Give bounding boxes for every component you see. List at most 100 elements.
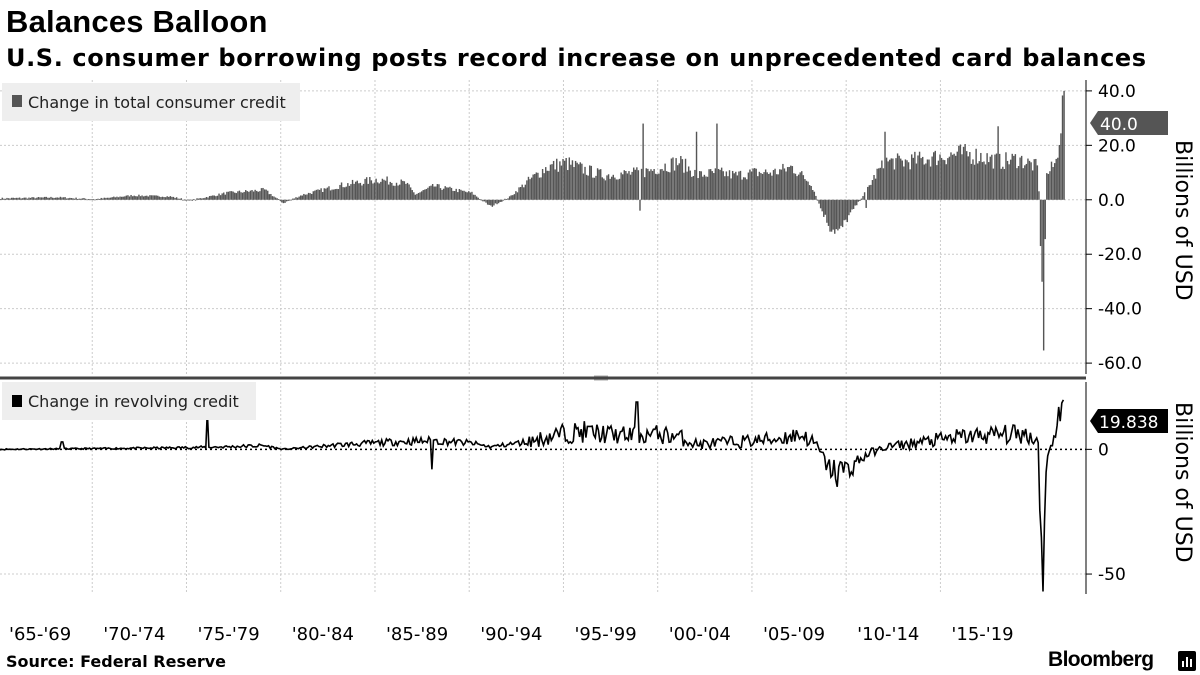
bar — [282, 199, 285, 204]
bar — [808, 185, 811, 200]
bar — [365, 177, 368, 200]
bar — [300, 195, 302, 200]
bar — [463, 190, 465, 200]
bar — [893, 169, 896, 200]
bar — [97, 198, 99, 200]
bar — [427, 187, 429, 200]
bar — [725, 171, 728, 200]
bar — [601, 177, 603, 200]
bar — [917, 155, 919, 200]
bar — [3, 198, 5, 200]
bar — [306, 194, 308, 200]
bar — [92, 199, 95, 201]
bar — [320, 188, 322, 200]
bar — [58, 197, 60, 200]
bar — [757, 176, 759, 200]
bar — [213, 195, 216, 200]
bar — [719, 169, 721, 200]
bar — [188, 199, 190, 201]
bar — [105, 197, 107, 200]
bar — [954, 155, 957, 200]
bar — [1022, 168, 1024, 200]
bar — [482, 199, 484, 202]
bar — [372, 183, 374, 200]
bar — [147, 196, 150, 200]
bar — [42, 197, 44, 200]
bar — [541, 169, 544, 200]
bar — [832, 199, 834, 230]
bar — [956, 151, 958, 200]
bar — [538, 177, 541, 200]
bar — [755, 168, 757, 200]
bar — [146, 195, 148, 200]
bar — [903, 166, 905, 200]
bar — [802, 175, 805, 200]
bar — [164, 197, 167, 200]
x-tick-label: '00-'04 — [669, 624, 731, 645]
bar — [727, 176, 729, 200]
bar — [991, 154, 993, 200]
bar — [381, 178, 384, 200]
bar — [466, 192, 468, 200]
bar — [708, 169, 710, 200]
bar — [311, 193, 313, 200]
bar — [72, 198, 74, 200]
bar — [618, 178, 621, 200]
bar — [1061, 95, 1064, 200]
bar — [1025, 163, 1028, 200]
y-tick-label-top: -40.0 — [1098, 300, 1142, 320]
bar — [281, 199, 283, 203]
bar — [469, 192, 472, 200]
bar — [934, 150, 936, 200]
bar — [920, 158, 922, 200]
bar — [744, 177, 746, 200]
bar — [175, 197, 178, 200]
bar — [779, 169, 781, 200]
bar — [1016, 168, 1018, 200]
bar — [359, 182, 362, 200]
bar — [716, 123, 718, 200]
bar — [907, 162, 910, 200]
bar — [460, 189, 462, 200]
bar — [1019, 157, 1021, 200]
bar — [622, 174, 624, 200]
bar — [628, 171, 630, 200]
bar — [108, 197, 110, 200]
bar — [100, 197, 102, 200]
bar — [713, 173, 715, 200]
bar — [340, 182, 343, 200]
bar — [560, 165, 563, 200]
bar — [521, 184, 523, 200]
bar — [54, 197, 57, 200]
bar — [687, 166, 690, 200]
bar — [103, 197, 106, 200]
bar — [285, 199, 288, 202]
bar — [738, 171, 740, 200]
bar — [777, 174, 779, 200]
bar — [741, 179, 743, 200]
bar — [494, 199, 497, 204]
bar — [642, 123, 644, 200]
bar — [874, 178, 877, 200]
bar — [304, 194, 307, 200]
bar — [436, 184, 439, 200]
bar — [683, 172, 685, 200]
bar — [1046, 173, 1048, 200]
bar — [837, 199, 839, 231]
bar — [20, 198, 22, 200]
bar — [1031, 170, 1034, 200]
bar — [958, 145, 960, 200]
bar — [911, 154, 913, 200]
bar — [150, 195, 153, 200]
bar — [376, 182, 379, 200]
bar — [251, 190, 253, 200]
bar — [1020, 155, 1023, 200]
bar — [906, 160, 908, 200]
bar — [50, 196, 52, 200]
bar — [1002, 166, 1004, 200]
bar — [678, 163, 680, 200]
bar — [1011, 153, 1013, 200]
bar — [394, 185, 396, 200]
bar — [431, 184, 434, 200]
